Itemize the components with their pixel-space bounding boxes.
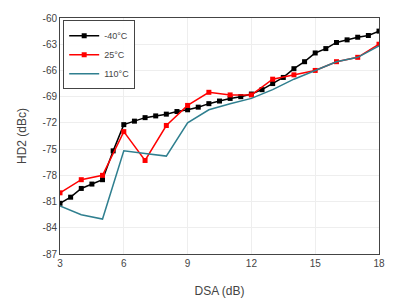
svg-text:-81: -81 bbox=[43, 196, 58, 207]
svg-text:110°C: 110°C bbox=[104, 69, 129, 79]
svg-text:-84: -84 bbox=[43, 222, 58, 233]
svg-text:25°C: 25°C bbox=[104, 50, 125, 60]
svg-text:15: 15 bbox=[310, 258, 322, 269]
svg-text:9: 9 bbox=[185, 258, 191, 269]
svg-text:12: 12 bbox=[246, 258, 258, 269]
svg-text:-69: -69 bbox=[43, 91, 58, 102]
svg-text:-78: -78 bbox=[43, 170, 58, 181]
svg-text:18: 18 bbox=[373, 258, 385, 269]
svg-text:DSA (dB): DSA (dB) bbox=[194, 284, 244, 298]
svg-text:-75: -75 bbox=[43, 144, 58, 155]
svg-text:6: 6 bbox=[121, 258, 127, 269]
svg-text:-72: -72 bbox=[43, 117, 58, 128]
svg-text:-63: -63 bbox=[43, 39, 58, 50]
svg-text:-66: -66 bbox=[43, 65, 58, 76]
svg-text:HD2 (dBc): HD2 (dBc) bbox=[15, 108, 29, 164]
svg-text:-60: -60 bbox=[43, 13, 58, 24]
svg-text:-87: -87 bbox=[43, 249, 58, 260]
svg-text:3: 3 bbox=[57, 258, 63, 269]
svg-text:-40°C: -40°C bbox=[104, 31, 128, 41]
